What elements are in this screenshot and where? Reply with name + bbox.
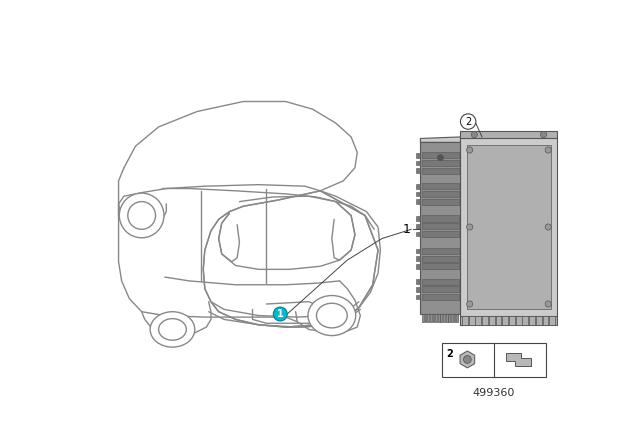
- Polygon shape: [416, 168, 420, 173]
- Polygon shape: [460, 351, 475, 368]
- Circle shape: [463, 356, 471, 363]
- Polygon shape: [468, 315, 475, 325]
- Polygon shape: [489, 315, 495, 325]
- Circle shape: [545, 301, 551, 307]
- Polygon shape: [422, 183, 459, 189]
- Polygon shape: [422, 168, 459, 174]
- Polygon shape: [416, 192, 420, 196]
- Bar: [442, 343, 546, 377]
- Polygon shape: [456, 314, 458, 322]
- Polygon shape: [422, 191, 459, 197]
- Ellipse shape: [308, 296, 356, 336]
- Text: 499360: 499360: [472, 388, 515, 398]
- Polygon shape: [460, 131, 557, 138]
- Polygon shape: [422, 279, 459, 285]
- Polygon shape: [422, 215, 459, 222]
- Polygon shape: [416, 216, 420, 221]
- Polygon shape: [433, 314, 435, 322]
- Polygon shape: [516, 315, 522, 325]
- Polygon shape: [416, 232, 420, 236]
- Polygon shape: [416, 295, 420, 299]
- Polygon shape: [449, 314, 450, 322]
- Polygon shape: [460, 137, 557, 317]
- Polygon shape: [502, 315, 508, 325]
- Polygon shape: [438, 314, 440, 322]
- Polygon shape: [422, 223, 459, 229]
- Ellipse shape: [316, 303, 348, 328]
- Polygon shape: [416, 184, 420, 189]
- Circle shape: [467, 147, 473, 153]
- Polygon shape: [529, 315, 535, 325]
- Polygon shape: [506, 353, 531, 366]
- Polygon shape: [536, 315, 541, 325]
- Text: 2: 2: [446, 349, 452, 359]
- Polygon shape: [430, 314, 432, 322]
- Polygon shape: [420, 137, 460, 142]
- Polygon shape: [422, 263, 459, 269]
- Text: 2: 2: [465, 116, 471, 126]
- Polygon shape: [416, 161, 420, 165]
- Circle shape: [541, 132, 547, 138]
- Polygon shape: [467, 145, 551, 310]
- Polygon shape: [435, 314, 437, 322]
- Circle shape: [545, 224, 551, 230]
- Polygon shape: [440, 314, 442, 322]
- Polygon shape: [422, 198, 459, 205]
- Text: 1: 1: [403, 223, 410, 236]
- Ellipse shape: [159, 319, 186, 340]
- Ellipse shape: [128, 202, 156, 229]
- Polygon shape: [416, 287, 420, 292]
- Polygon shape: [422, 294, 459, 300]
- Polygon shape: [482, 315, 488, 325]
- Polygon shape: [416, 249, 420, 253]
- Polygon shape: [416, 224, 420, 228]
- Polygon shape: [416, 153, 420, 158]
- Circle shape: [273, 307, 287, 321]
- Polygon shape: [422, 255, 459, 262]
- Polygon shape: [451, 314, 453, 322]
- Polygon shape: [445, 314, 447, 322]
- Polygon shape: [424, 314, 426, 322]
- Circle shape: [467, 301, 473, 307]
- Polygon shape: [420, 142, 460, 314]
- Polygon shape: [416, 280, 420, 284]
- Polygon shape: [204, 191, 378, 327]
- Circle shape: [545, 147, 551, 153]
- Polygon shape: [422, 248, 459, 254]
- Polygon shape: [422, 152, 459, 159]
- Circle shape: [460, 114, 476, 129]
- Polygon shape: [454, 314, 456, 322]
- Ellipse shape: [119, 193, 164, 238]
- Polygon shape: [422, 231, 459, 237]
- Polygon shape: [422, 286, 459, 293]
- Polygon shape: [416, 256, 420, 261]
- Circle shape: [437, 155, 444, 161]
- Polygon shape: [416, 199, 420, 204]
- Polygon shape: [509, 315, 515, 325]
- Polygon shape: [422, 314, 424, 322]
- Polygon shape: [476, 315, 481, 325]
- Polygon shape: [422, 160, 459, 166]
- Polygon shape: [549, 315, 555, 325]
- Polygon shape: [443, 314, 445, 322]
- Polygon shape: [416, 264, 420, 269]
- Polygon shape: [522, 315, 528, 325]
- Circle shape: [467, 224, 473, 230]
- Polygon shape: [543, 315, 548, 325]
- Ellipse shape: [150, 312, 195, 347]
- Polygon shape: [462, 315, 468, 325]
- Circle shape: [471, 132, 477, 138]
- Polygon shape: [495, 315, 502, 325]
- Polygon shape: [428, 314, 429, 322]
- Polygon shape: [460, 315, 557, 325]
- Text: 1: 1: [277, 309, 284, 319]
